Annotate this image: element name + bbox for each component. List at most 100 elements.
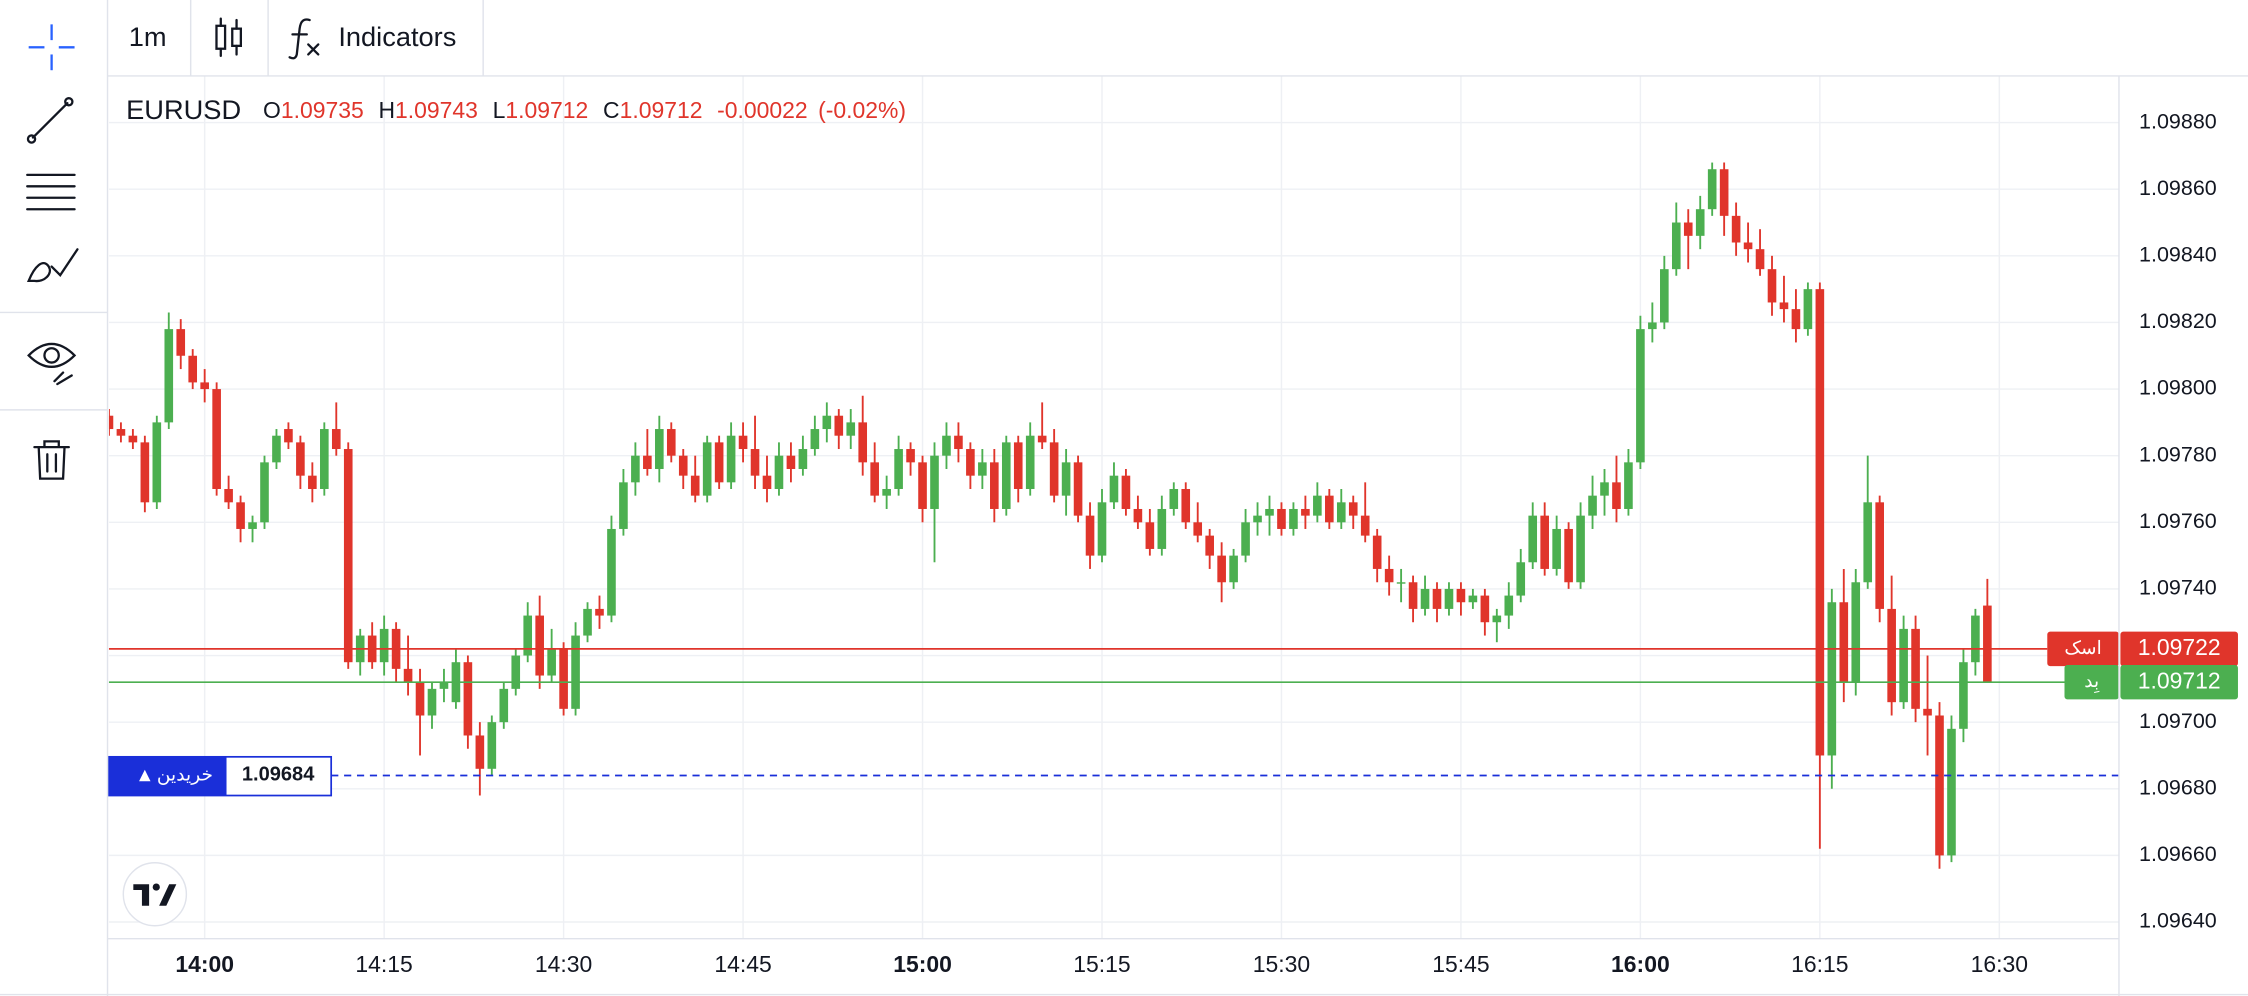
candle-body	[1468, 595, 1478, 603]
candle-body	[1923, 708, 1932, 716]
candle-body	[1863, 502, 1873, 583]
candle-body	[954, 435, 963, 450]
ohlc-label: O	[263, 97, 281, 123]
candle-body	[320, 429, 329, 489]
fib-tool[interactable]	[26, 173, 76, 211]
candle-body	[1037, 435, 1047, 443]
candle-body	[1648, 322, 1657, 330]
x-tick-label: 15:00	[893, 951, 952, 977]
candle-body	[714, 442, 724, 483]
y-tick-label: 1.09680	[2139, 775, 2217, 799]
logo[interactable]	[122, 862, 188, 927]
y-tick-label: 1.09800	[2139, 376, 2217, 400]
candle-body	[798, 449, 808, 470]
candle-body	[284, 429, 293, 443]
symbol: EURUSD	[126, 94, 241, 125]
chart-type-button[interactable]	[215, 17, 243, 58]
trend-line-tool[interactable]	[26, 97, 74, 144]
candle-body	[1217, 555, 1226, 583]
candle-body	[1851, 582, 1861, 683]
candle-body	[738, 435, 748, 450]
candle-body	[463, 662, 473, 736]
candle-body	[1660, 269, 1669, 323]
candle-body	[140, 442, 150, 503]
candle-body	[439, 682, 449, 689]
timeframe-button[interactable]: 1m	[129, 21, 167, 52]
candle-body	[786, 455, 796, 470]
candle-body	[1935, 715, 1944, 856]
candle-body	[559, 648, 568, 709]
candle-body	[1121, 475, 1131, 509]
ask-price: 1.09722	[2138, 634, 2221, 660]
crosshair-tool[interactable]	[28, 24, 75, 71]
candle-body	[1241, 522, 1250, 556]
candle-body	[750, 449, 760, 476]
candle-body	[547, 648, 556, 676]
ohlc-label: C	[603, 97, 620, 123]
candle-body	[1420, 588, 1430, 609]
candle-body	[511, 655, 521, 689]
candle-body	[475, 735, 485, 769]
x-tick-label: 14:00	[175, 951, 234, 977]
candle-body	[1683, 222, 1693, 236]
candle-body	[427, 688, 437, 716]
candle-body	[260, 462, 269, 523]
candle-body	[200, 382, 209, 390]
candle-body	[1875, 502, 1884, 609]
candle-body	[1695, 209, 1705, 236]
candle-body	[1289, 508, 1298, 529]
candle-body	[1372, 535, 1382, 569]
candle-body	[1803, 289, 1813, 330]
x-tick-label: 16:15	[1791, 951, 1848, 977]
candle-body	[726, 435, 736, 483]
candle-body	[1707, 169, 1717, 210]
y-tick-label: 1.09860	[2139, 176, 2217, 200]
overlay: 1.096401.096601.096801.097001.097201.097…	[108, 109, 2238, 977]
order-price: 1.09684	[242, 764, 315, 786]
indicators-button[interactable]: Indicators	[338, 21, 456, 52]
candle-body	[331, 429, 341, 450]
candle-body	[1791, 309, 1801, 330]
candle-body	[343, 449, 353, 663]
legend: EURUSD O1.09735 H1.09743 L1.09712 C1.097…	[126, 94, 906, 125]
candle-body	[1552, 528, 1561, 569]
change-percent: (-0.02%)	[818, 97, 906, 123]
candle-body	[1205, 535, 1214, 556]
candle-body	[1516, 562, 1526, 596]
candle-body	[1959, 662, 1968, 729]
candle-body	[403, 668, 413, 683]
candle-body	[930, 455, 939, 509]
candle-body	[942, 435, 951, 456]
candle-body	[1767, 269, 1777, 303]
candle-body	[1169, 488, 1179, 509]
x-tick-label: 14:15	[355, 951, 412, 977]
candle-body	[990, 462, 999, 509]
candle-body	[643, 455, 652, 470]
candle-body	[607, 528, 616, 616]
low-value: 1.09712	[505, 97, 588, 123]
candle-body	[631, 455, 640, 483]
candle-body	[1612, 482, 1621, 509]
candle-body	[1444, 588, 1454, 609]
y-tick-label: 1.09880	[2139, 109, 2217, 133]
ask-tag	[2047, 631, 2119, 667]
candle-body	[212, 389, 221, 489]
candle-body	[1025, 435, 1035, 489]
candle-body	[1396, 582, 1406, 584]
candle-body	[499, 688, 509, 723]
brush-tool[interactable]	[26, 248, 79, 283]
delete-tool[interactable]	[33, 440, 70, 480]
ask-price-tag	[2120, 631, 2238, 667]
order-label: خریدین	[157, 763, 213, 785]
indicators-icon[interactable]	[288, 18, 320, 60]
candle-body	[1887, 608, 1896, 703]
visibility-tool[interactable]	[27, 342, 77, 386]
candle-body	[1277, 508, 1286, 529]
candle-body	[1133, 508, 1143, 523]
candle-body	[1600, 482, 1609, 496]
candle-body	[224, 488, 233, 503]
candle-body	[690, 475, 700, 496]
candle-body	[176, 329, 186, 356]
